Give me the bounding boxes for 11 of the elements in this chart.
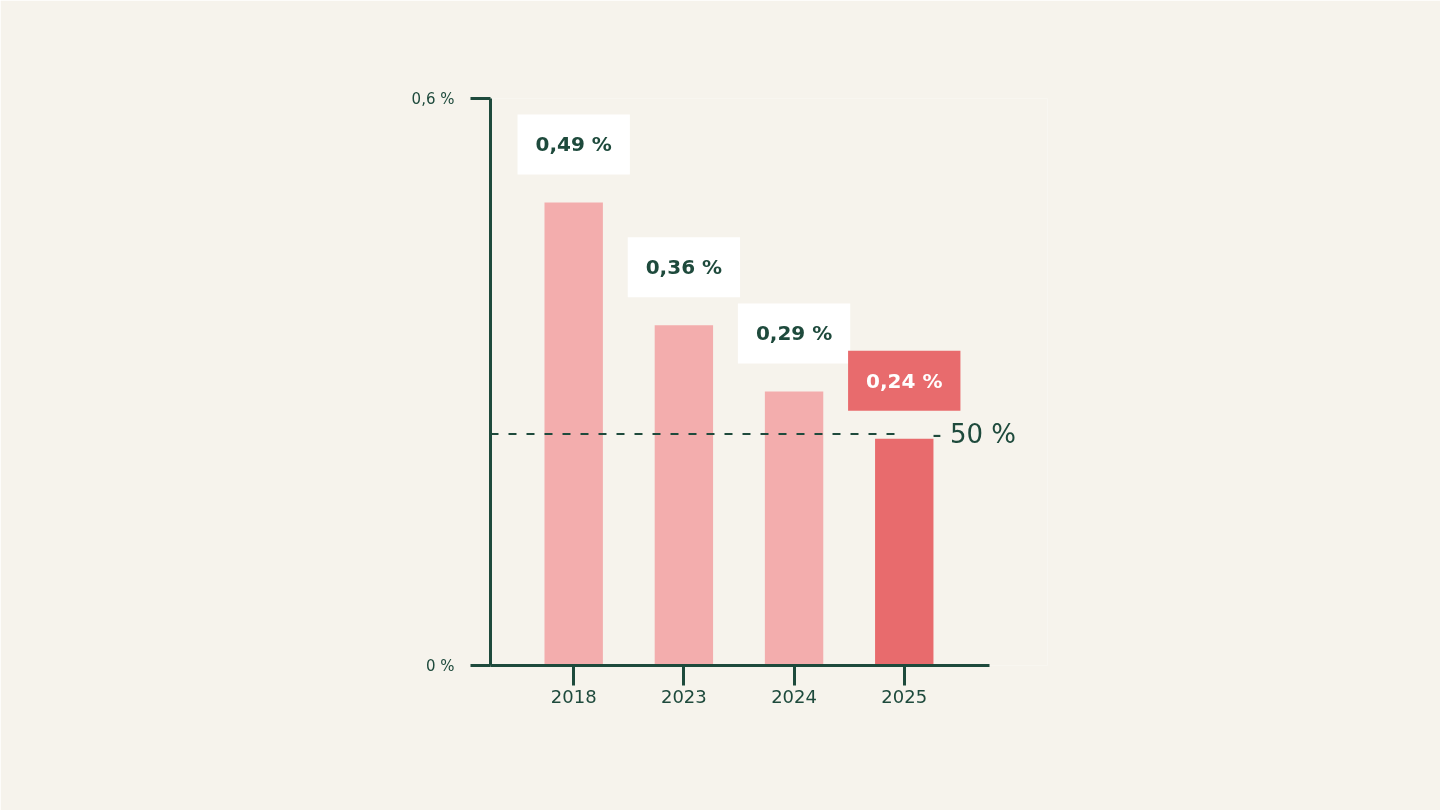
y-tick-label: 0 % <box>425 656 455 675</box>
x-tick-label: 2018 <box>550 685 597 707</box>
data-label: 0,24 % <box>866 368 943 393</box>
data-label: 0,36 % <box>645 255 723 280</box>
x-tick-label: 2023 <box>660 685 707 707</box>
annotation: - 50 % <box>932 418 1016 449</box>
data-label: 0,29 % <box>755 321 833 346</box>
data-label: 0,49 % <box>535 132 612 157</box>
x-tick-label: 2024 <box>771 685 817 707</box>
y-tick-label: 0,6 % <box>411 89 455 108</box>
x-tick-label: 2025 <box>881 685 928 707</box>
